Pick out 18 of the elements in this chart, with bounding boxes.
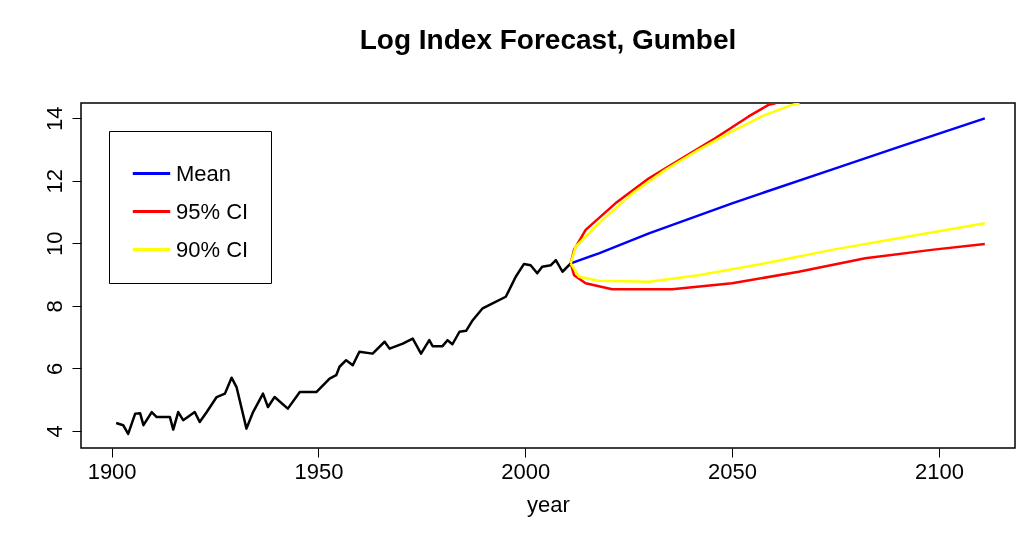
x-tick-label: 1900	[87, 458, 137, 484]
legend-label: Mean	[176, 160, 232, 186]
y-tick-label: 4	[41, 425, 67, 438]
line-series	[569, 117, 987, 265]
y-tick-label: 14	[41, 106, 67, 132]
x-tick-label: 2000	[501, 458, 551, 484]
x-tick-label: 2100	[914, 458, 964, 484]
x-axis-title: year	[527, 491, 570, 517]
y-tick-label: 12	[41, 169, 67, 194]
chart-title: Log Index Forecast, Gumbel	[359, 24, 737, 55]
y-tick-label: 10	[41, 231, 67, 257]
y-tick-label: 6	[41, 362, 67, 375]
line-series	[114, 258, 572, 436]
y-tick-label: 8	[41, 300, 67, 313]
x-tick-label: 2050	[708, 458, 758, 484]
x-tick-label: 1950	[294, 458, 344, 484]
legend-label: 90% CI	[176, 236, 249, 262]
legend-label: 95% CI	[176, 198, 249, 224]
